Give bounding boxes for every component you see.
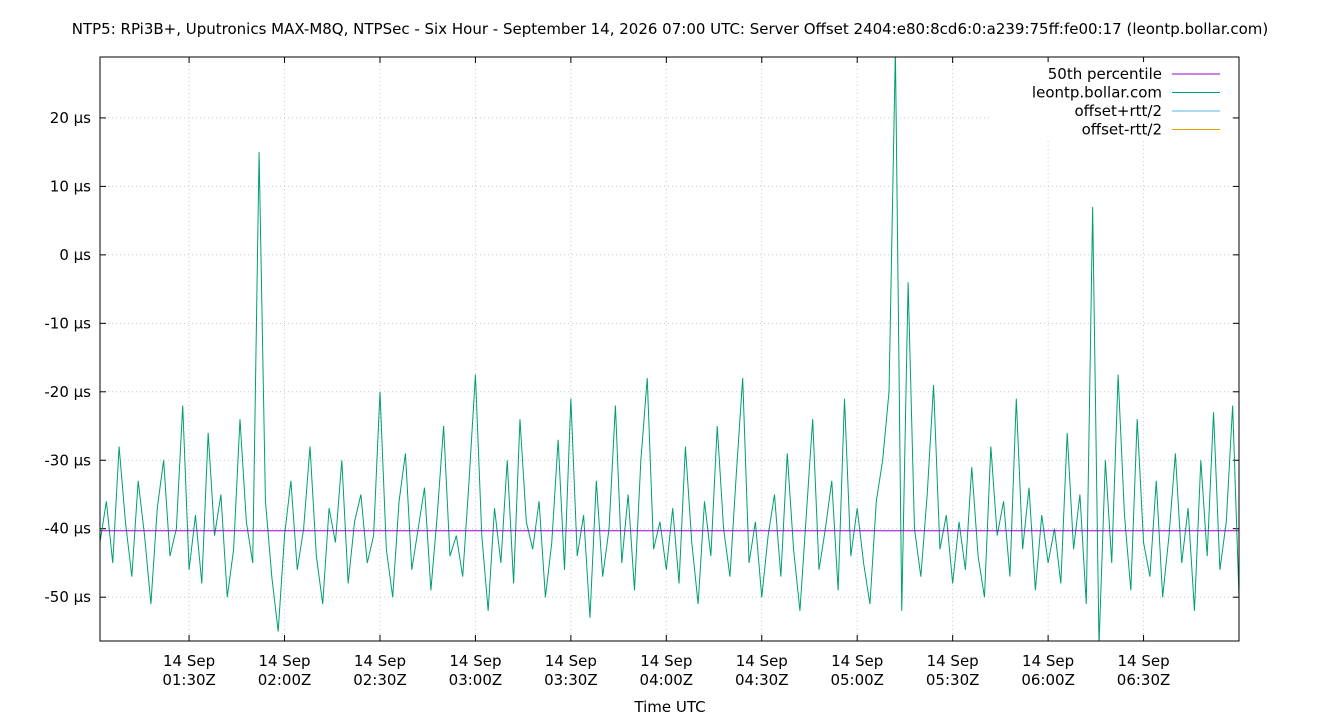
legend-label: offset+rtt/2 [1074, 102, 1162, 120]
x-tick-label-line: 14 Sep [354, 652, 406, 670]
legend-label: leontp.bollar.com [1032, 84, 1162, 102]
x-tick-label-line: 04:00Z [640, 671, 694, 689]
legend-label: offset-rtt/2 [1082, 121, 1162, 139]
x-tick-label: 14 Sep 03:00Z [449, 652, 503, 689]
x-tick-label-line: 03:30Z [544, 671, 598, 689]
x-tick-label-line: 14 Sep [640, 652, 692, 670]
x-tick-label: 14 Sep 01:30Z [162, 652, 216, 689]
x-tick-label-line: 14 Sep [1117, 652, 1169, 670]
x-tick-label: 14 Sep 03:30Z [544, 652, 598, 689]
x-tick-label-line: 14 Sep [449, 652, 501, 670]
y-tick-label: -30 µs [44, 451, 91, 469]
y-tick-label: 20 µs [50, 109, 91, 127]
x-tick-label: 14 Sep 05:00Z [830, 652, 884, 689]
x-tick-label-line: 04:30Z [735, 671, 789, 689]
x-tick-label-line: 02:30Z [353, 671, 407, 689]
x-tick-label: 14 Sep 02:30Z [353, 652, 407, 689]
x-tick-label-line: 06:00Z [1021, 671, 1075, 689]
x-tick-label: 14 Sep 06:30Z [1117, 652, 1171, 689]
x-tick-label-line: 14 Sep [1022, 652, 1074, 670]
plot-area [100, 57, 1239, 641]
x-tick-label-line: 14 Sep [258, 652, 310, 670]
legend-label: 50th percentile [1048, 65, 1162, 83]
y-tick-label: -40 µs [44, 520, 91, 538]
x-tick-label-line: 06:30Z [1117, 671, 1171, 689]
x-tick-label-line: 03:00Z [449, 671, 503, 689]
y-tick-label: -20 µs [44, 383, 91, 401]
x-tick-label-line: 14 Sep [163, 652, 215, 670]
x-tick-label-line: 14 Sep [831, 652, 883, 670]
y-tick-label: 10 µs [50, 177, 91, 195]
series-line [100, 57, 1239, 641]
x-tick-label: 14 Sep 02:00Z [258, 652, 312, 689]
x-axis-label: Time UTC [633, 698, 705, 716]
x-tick-label-line: 05:30Z [926, 671, 980, 689]
x-tick-label-line: 14 Sep [736, 652, 788, 670]
y-tick-label: 0 µs [59, 246, 91, 264]
x-tick-label: 14 Sep 05:30Z [926, 652, 980, 689]
plot-border [99, 56, 1240, 642]
y-tick-label: -50 µs [44, 588, 91, 606]
chart-title: NTP5: RPi3B+, Uputronics MAX-M8Q, NTPSec… [72, 20, 1269, 38]
x-tick-label-line: 01:30Z [162, 671, 216, 689]
x-tick-label-line: 14 Sep [927, 652, 979, 670]
legend-box [990, 62, 1230, 140]
x-tick-label-line: 05:00Z [830, 671, 884, 689]
x-tick-label-line: 02:00Z [258, 671, 312, 689]
x-tick-label: 14 Sep 06:00Z [1021, 652, 1075, 689]
x-tick-label-line: 14 Sep [545, 652, 597, 670]
x-tick-label: 14 Sep 04:30Z [735, 652, 789, 689]
y-tick-label: -10 µs [44, 314, 91, 332]
x-tick-label: 14 Sep 04:00Z [640, 652, 694, 689]
